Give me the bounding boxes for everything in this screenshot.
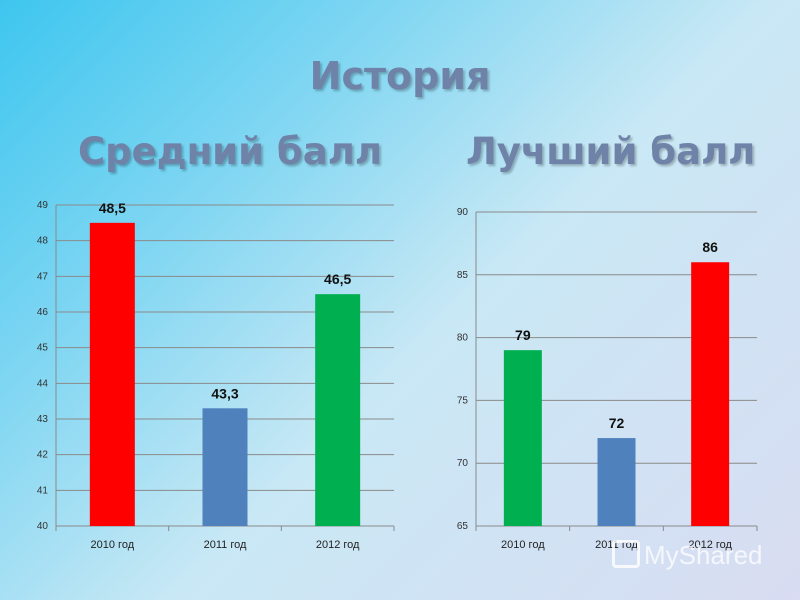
watermark-logo-icon <box>612 540 640 568</box>
y-tick-label: 45 <box>37 343 49 354</box>
category-label: 2010 год <box>501 539 545 551</box>
y-tick-label: 43 <box>37 414 49 425</box>
category-label: 2012 год <box>688 539 732 551</box>
y-tick-label: 49 <box>37 200 49 211</box>
y-tick-label: 40 <box>37 521 49 532</box>
data-label: 43,3 <box>211 385 238 401</box>
y-tick-label: 44 <box>37 378 49 389</box>
data-label: 48,5 <box>99 200 126 216</box>
watermark: MyShared <box>612 540 763 571</box>
y-tick-label: 85 <box>457 270 469 281</box>
bar <box>503 350 542 526</box>
bar <box>691 262 730 526</box>
y-tick-label: 42 <box>37 450 49 461</box>
y-tick-label: 80 <box>457 333 469 344</box>
bar <box>315 294 361 526</box>
y-tick-label: 46 <box>37 307 49 318</box>
data-label: 86 <box>702 239 718 255</box>
watermark-text: MyShared <box>644 540 763 570</box>
y-tick-label: 75 <box>457 395 469 406</box>
y-tick-label: 90 <box>457 207 469 218</box>
data-label: 46,5 <box>324 271 351 287</box>
y-tick-label: 65 <box>457 521 469 532</box>
category-label: 2011 год <box>204 539 247 551</box>
chart-title-best: Лучший балл <box>466 130 756 173</box>
slide-title: История <box>309 54 491 98</box>
y-tick-label: 70 <box>457 458 469 469</box>
y-tick-label: 41 <box>37 485 49 496</box>
data-label: 79 <box>515 327 531 343</box>
category-label: 2010 год <box>91 539 135 551</box>
bar <box>202 408 248 526</box>
data-label: 72 <box>609 415 625 431</box>
y-tick-label: 48 <box>37 236 49 247</box>
bar <box>89 222 135 527</box>
y-tick-label: 47 <box>37 271 49 282</box>
bar <box>597 438 636 526</box>
category-label: 2012 год <box>316 539 360 551</box>
chart-title-average: Средний балл <box>78 130 382 173</box>
